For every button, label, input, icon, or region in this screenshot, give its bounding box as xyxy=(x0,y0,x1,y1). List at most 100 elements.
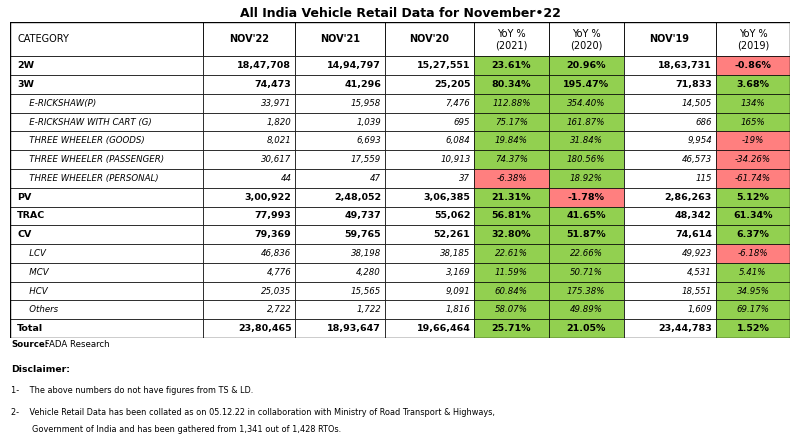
Bar xyxy=(715,22,790,56)
Bar xyxy=(385,112,474,131)
Bar xyxy=(624,301,715,319)
Text: 37: 37 xyxy=(459,174,470,183)
Text: FADA Research: FADA Research xyxy=(42,340,110,349)
Text: 18,47,708: 18,47,708 xyxy=(238,61,291,70)
Bar xyxy=(295,244,385,263)
Text: 80.34%: 80.34% xyxy=(492,80,531,89)
Text: -6.18%: -6.18% xyxy=(738,249,768,258)
Text: 22.66%: 22.66% xyxy=(570,249,602,258)
Text: 69.17%: 69.17% xyxy=(737,306,770,314)
Bar xyxy=(10,75,203,94)
Bar xyxy=(549,282,624,301)
Bar xyxy=(10,225,203,244)
Text: 56.81%: 56.81% xyxy=(492,211,531,220)
Bar xyxy=(715,207,790,225)
Bar xyxy=(295,225,385,244)
Bar xyxy=(295,112,385,131)
Text: 15,958: 15,958 xyxy=(350,99,381,108)
Text: Disclaimer:: Disclaimer: xyxy=(11,365,70,374)
Text: 2,48,052: 2,48,052 xyxy=(334,193,381,202)
Text: 5.41%: 5.41% xyxy=(739,268,766,277)
Text: 180.56%: 180.56% xyxy=(567,155,606,164)
Bar xyxy=(549,75,624,94)
Text: 2,722: 2,722 xyxy=(266,306,291,314)
Bar xyxy=(10,150,203,169)
Text: All India Vehicle Retail Data for November•22: All India Vehicle Retail Data for Novemb… xyxy=(239,7,561,20)
Bar xyxy=(203,169,295,188)
Text: 23.61%: 23.61% xyxy=(492,61,531,70)
Text: 71,833: 71,833 xyxy=(675,80,712,89)
Bar xyxy=(385,207,474,225)
Bar xyxy=(10,301,203,319)
Text: 60.84%: 60.84% xyxy=(495,287,528,296)
Bar xyxy=(385,188,474,207)
Bar xyxy=(203,131,295,150)
Bar xyxy=(385,319,474,338)
Bar xyxy=(295,263,385,282)
Text: -61.74%: -61.74% xyxy=(735,174,771,183)
Text: 11.59%: 11.59% xyxy=(495,268,528,277)
Text: E-RICKSHAW WITH CART (G): E-RICKSHAW WITH CART (G) xyxy=(22,117,152,126)
Text: 1,722: 1,722 xyxy=(356,306,381,314)
Bar xyxy=(385,244,474,263)
Text: MCV: MCV xyxy=(22,268,49,277)
Bar xyxy=(474,94,549,112)
Bar xyxy=(549,169,624,188)
Text: 6.37%: 6.37% xyxy=(737,230,770,239)
Text: 161.87%: 161.87% xyxy=(567,117,606,126)
Bar xyxy=(474,56,549,75)
Text: 686: 686 xyxy=(695,117,712,126)
Bar xyxy=(295,319,385,338)
Text: 21.05%: 21.05% xyxy=(566,324,606,333)
Text: 1,039: 1,039 xyxy=(356,117,381,126)
Text: THREE WHEELER (PASSENGER): THREE WHEELER (PASSENGER) xyxy=(22,155,164,164)
Text: 75.17%: 75.17% xyxy=(495,117,528,126)
Text: 3W: 3W xyxy=(18,80,34,89)
Text: 18,63,731: 18,63,731 xyxy=(658,61,712,70)
Text: 115: 115 xyxy=(695,174,712,183)
Bar xyxy=(295,94,385,112)
Text: -19%: -19% xyxy=(742,136,764,145)
Bar xyxy=(549,207,624,225)
Text: THREE WHEELER (GOODS): THREE WHEELER (GOODS) xyxy=(22,136,145,145)
Text: 74.37%: 74.37% xyxy=(495,155,528,164)
Bar xyxy=(203,22,295,56)
Bar xyxy=(624,282,715,301)
Text: 112.88%: 112.88% xyxy=(492,99,530,108)
Text: 2,86,263: 2,86,263 xyxy=(665,193,712,202)
Bar xyxy=(549,263,624,282)
Text: 6,693: 6,693 xyxy=(356,136,381,145)
Bar xyxy=(203,188,295,207)
Text: 49,737: 49,737 xyxy=(344,211,381,220)
Text: 10,913: 10,913 xyxy=(440,155,470,164)
Bar xyxy=(385,263,474,282)
Text: 1,816: 1,816 xyxy=(446,306,470,314)
Text: TRAC: TRAC xyxy=(18,211,46,220)
Bar xyxy=(474,188,549,207)
Text: 14,505: 14,505 xyxy=(682,99,712,108)
Text: 8,021: 8,021 xyxy=(266,136,291,145)
Bar xyxy=(715,56,790,75)
Bar xyxy=(385,75,474,94)
Text: 1,609: 1,609 xyxy=(687,306,712,314)
Bar xyxy=(715,225,790,244)
Text: 41.65%: 41.65% xyxy=(566,211,606,220)
Text: 22.61%: 22.61% xyxy=(495,249,528,258)
Text: NOV'20: NOV'20 xyxy=(410,34,450,44)
Text: 5.12%: 5.12% xyxy=(737,193,770,202)
Text: 23,44,783: 23,44,783 xyxy=(658,324,712,333)
Text: 74,473: 74,473 xyxy=(254,80,291,89)
Text: 18,551: 18,551 xyxy=(682,287,712,296)
Text: THREE WHEELER (PERSONAL): THREE WHEELER (PERSONAL) xyxy=(22,174,159,183)
Bar xyxy=(715,94,790,112)
Bar xyxy=(10,56,203,75)
Text: 6,084: 6,084 xyxy=(446,136,470,145)
Bar xyxy=(474,263,549,282)
Bar xyxy=(474,319,549,338)
Bar xyxy=(385,56,474,75)
Text: 20.96%: 20.96% xyxy=(566,61,606,70)
Bar xyxy=(624,319,715,338)
Text: NOV'19: NOV'19 xyxy=(650,34,690,44)
Bar xyxy=(624,225,715,244)
Text: -1.78%: -1.78% xyxy=(568,193,605,202)
